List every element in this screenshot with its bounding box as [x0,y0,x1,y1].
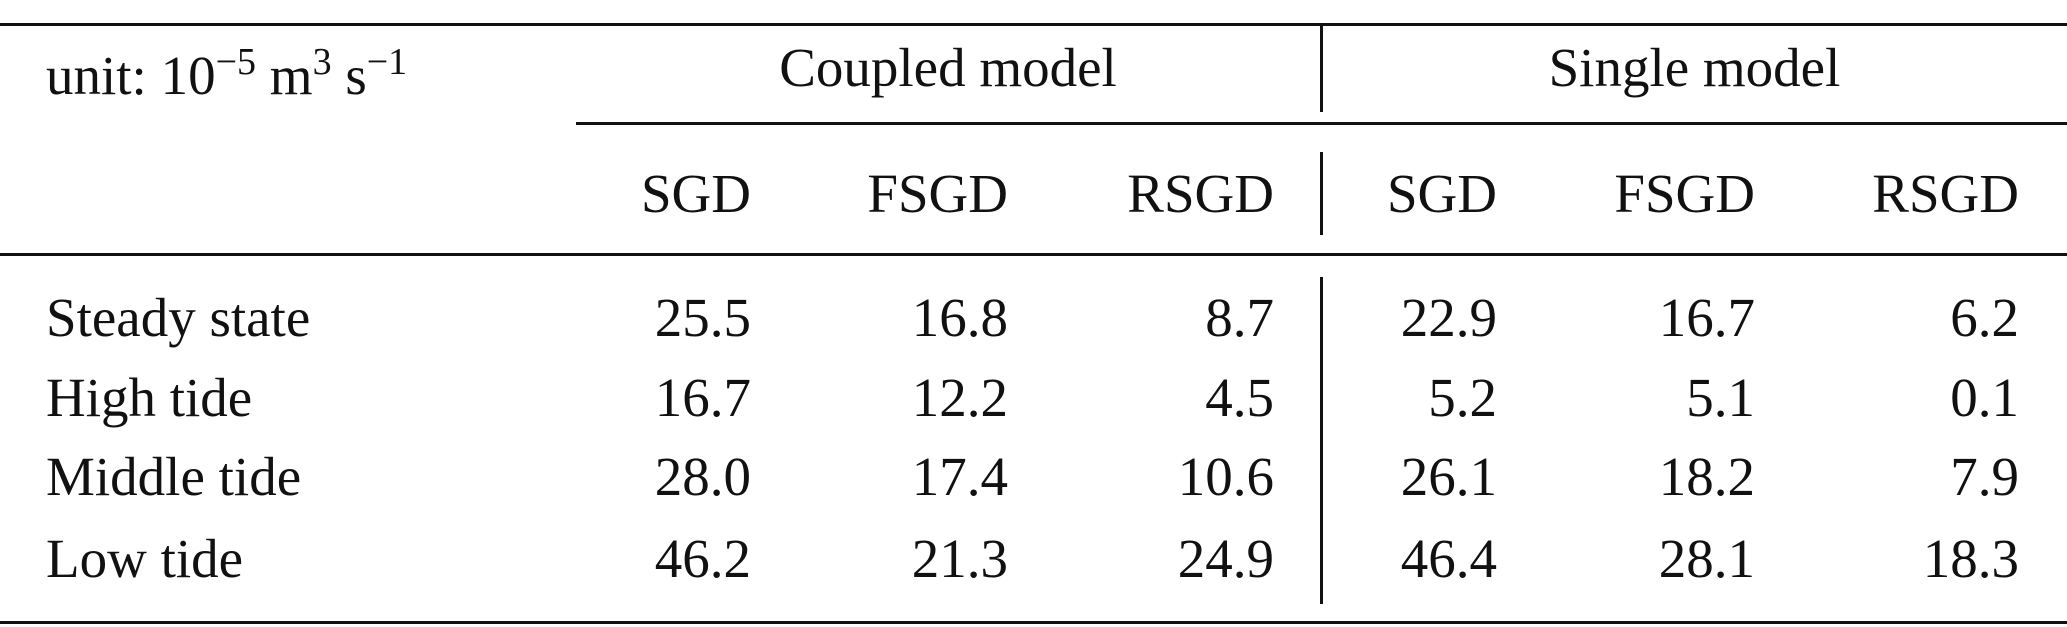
table-cell: 16.8 [911,287,1008,348]
table-cell: 22.9 [1400,287,1497,348]
unit-exp: 3 [312,41,332,83]
column-header: RSGD [1127,163,1274,224]
unit-exp: −5 [215,41,257,83]
body-divider [1320,277,1323,604]
row-label: Steady state [46,287,311,348]
table-cell: 8.7 [1205,287,1274,348]
table-cell: 25.5 [654,287,751,348]
table-cell: 16.7 [1658,287,1755,348]
table-cell: 18.3 [1922,528,2019,589]
header-rule [0,253,2067,256]
column-header: FSGD [867,163,1008,224]
row-label: Middle tide [46,446,302,507]
unit-exp: −1 [366,41,408,83]
row-label: Low tide [46,528,244,589]
table-cell: 17.4 [911,446,1008,507]
unit-label: unit: 10−5 m3 s−1 [46,43,407,106]
table-cell: 4.5 [1205,367,1274,428]
column-header: SGD [640,163,751,224]
column-header: SGD [1386,163,1497,224]
table-cell: 28.1 [1658,528,1755,589]
table-cell: 24.9 [1177,528,1274,589]
row-label: High tide [46,367,253,428]
unit-m: m [256,45,313,106]
table-cell: 10.6 [1177,446,1274,507]
column-header: FSGD [1614,163,1755,224]
unit-s: s [331,45,367,106]
table-cell: 7.9 [1950,446,2019,507]
table-cell: 46.4 [1400,528,1497,589]
table-cell: 12.2 [911,367,1008,428]
table-cell: 6.2 [1950,287,2019,348]
table-cell: 21.3 [911,528,1008,589]
table-cell: 16.7 [654,367,751,428]
table-cell: 26.1 [1400,446,1497,507]
column-header: RSGD [1872,163,2019,224]
table-cell: 28.0 [654,446,751,507]
table-cell: 5.2 [1428,367,1497,428]
group-single: Single model [1548,37,1841,98]
top-rule [0,23,2067,26]
bottom-rule [0,621,2067,624]
group-rule [576,122,2067,125]
table-cell: 5.1 [1686,367,1755,428]
table-cell: 46.2 [654,528,751,589]
unit-prefix: unit: 10 [46,45,216,106]
table-cell: 18.2 [1658,446,1755,507]
table-cell: 0.1 [1950,367,2019,428]
group-coupled: Coupled model [779,37,1117,98]
group-divider [1320,24,1323,112]
column-divider [1320,152,1323,235]
